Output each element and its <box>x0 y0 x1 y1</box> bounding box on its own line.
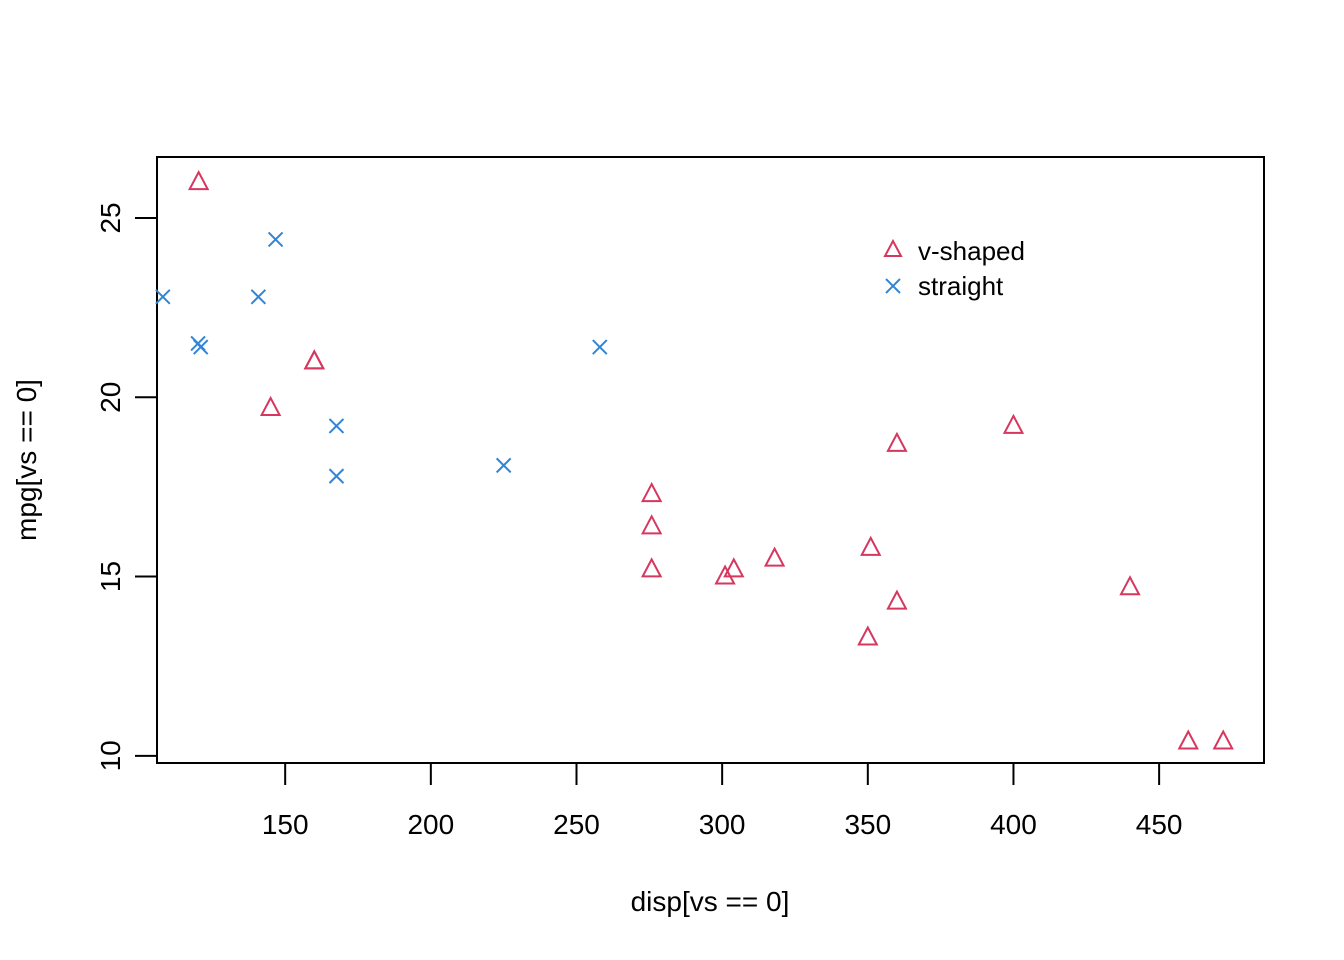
x-tick-label: 400 <box>990 809 1037 840</box>
legend-label-straight: straight <box>918 271 1004 301</box>
plot-frame <box>156 156 1265 764</box>
point-v-shaped <box>640 481 663 503</box>
point-straight <box>155 289 171 305</box>
x-tick-label: 300 <box>699 809 746 840</box>
x-tick-label: 450 <box>1136 809 1183 840</box>
point-v-shaped <box>860 535 882 556</box>
data-points <box>155 169 1234 750</box>
point-straight <box>495 457 512 474</box>
point-v-shaped <box>886 431 908 452</box>
x-tick-label: 350 <box>844 809 891 840</box>
legend: v-shaped straight <box>883 236 1025 301</box>
point-v-shaped <box>187 169 210 191</box>
point-straight <box>267 231 284 248</box>
point-straight <box>192 339 209 355</box>
point-v-shaped <box>857 625 879 646</box>
point-v-shaped <box>714 564 736 585</box>
point-v-shaped <box>259 395 282 417</box>
point-straight <box>328 468 345 484</box>
point-v-shaped <box>640 514 663 535</box>
point-v-shaped <box>1177 729 1199 750</box>
x-axis: 150 200 250 300 350 400 450 <box>262 762 1183 840</box>
point-straight <box>328 418 345 434</box>
point-v-shaped <box>303 349 325 370</box>
point-v-shaped <box>1212 729 1234 750</box>
y-tick-label: 15 <box>95 561 126 592</box>
point-v-shaped <box>723 557 745 578</box>
point-v-shaped <box>640 557 663 578</box>
x-tick-label: 200 <box>407 809 454 840</box>
legend-marker-v-shaped <box>883 238 903 257</box>
legend-marker-straight <box>885 278 901 294</box>
y-axis-label: mpg[vs == 0] <box>11 379 42 541</box>
x-tick-label: 250 <box>553 809 600 840</box>
point-v-shaped <box>886 589 908 610</box>
point-straight <box>250 289 267 305</box>
x-tick-label: 150 <box>262 809 309 840</box>
point-v-shaped <box>763 546 786 567</box>
y-tick-label: 25 <box>95 202 126 233</box>
legend-label-v-shaped: v-shaped <box>918 236 1025 266</box>
y-tick-label: 20 <box>95 382 126 413</box>
point-straight <box>592 339 608 355</box>
point-v-shaped <box>1119 575 1141 596</box>
x-axis-label: disp[vs == 0] <box>631 886 790 917</box>
y-tick-label: 10 <box>95 740 126 771</box>
point-v-shaped <box>1002 413 1025 434</box>
y-axis: 10 15 20 25 <box>95 202 158 771</box>
point-v-shaped <box>303 349 325 370</box>
